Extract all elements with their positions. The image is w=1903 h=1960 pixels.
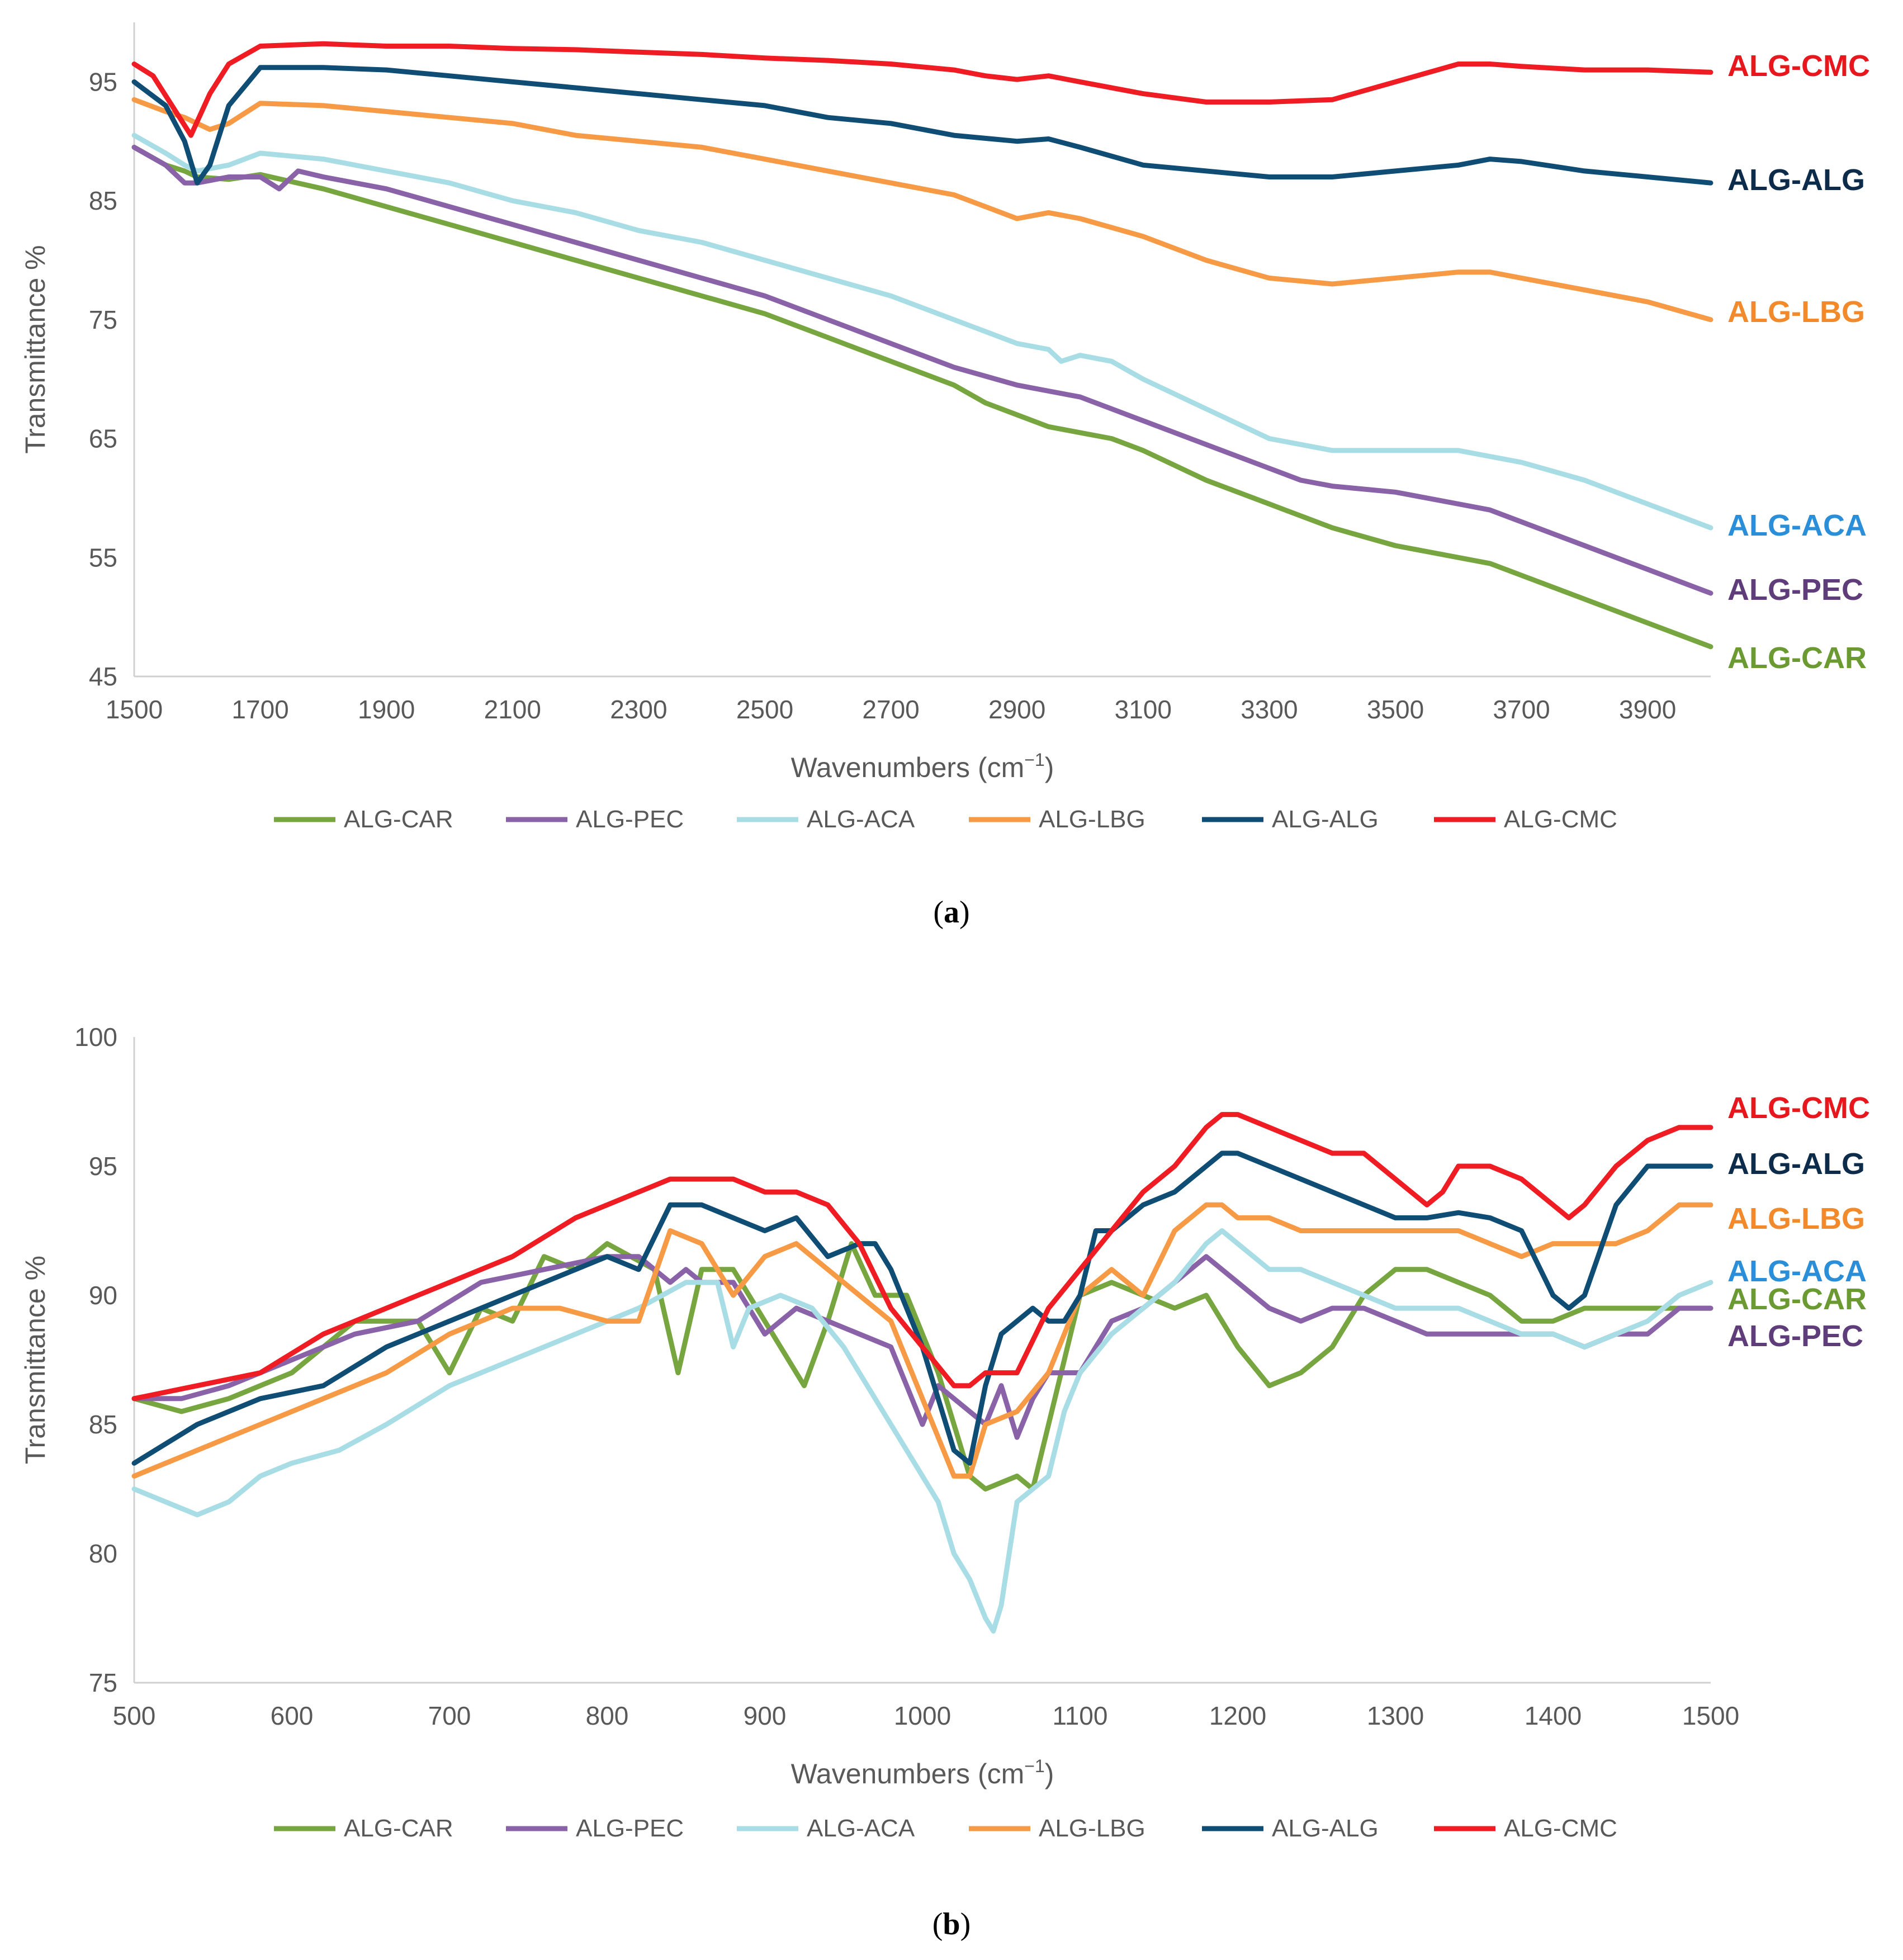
y-tick-label: 95 (89, 67, 117, 96)
series-line-alg-car (131, 1241, 1713, 1492)
x-tick-label: 3700 (1493, 695, 1550, 724)
legend-label-alg-cmc: ALG-CMC (1504, 806, 1617, 833)
x-tick-label: 2500 (736, 695, 793, 724)
series-line-alg-pec (131, 144, 1713, 596)
end-label-alg-pec: ALG-PEC (1727, 1319, 1863, 1353)
legend-label-alg-aca: ALG-ACA (807, 806, 915, 833)
x-tick-label: 600 (271, 1701, 314, 1730)
x-tick-label: 1400 (1525, 1701, 1582, 1730)
y-tick-label: 45 (89, 662, 117, 691)
series-line-alg-cmc (131, 41, 1713, 138)
y-tick-label: 55 (89, 543, 117, 572)
x-tick-label: 1000 (894, 1701, 951, 1730)
legend-label-alg-aca: ALG-ACA (807, 1815, 915, 1842)
x-tick-label: 3100 (1115, 695, 1172, 724)
end-label-alg-lbg: ALG-LBG (1727, 295, 1865, 329)
y-tick-label: 85 (89, 186, 117, 215)
x-tick-label: 500 (113, 1701, 156, 1730)
x-tick-label: 3500 (1367, 695, 1424, 724)
x-axis-title: Wavenumbers (cm−1) (791, 750, 1054, 783)
x-tick-label: 1900 (358, 695, 415, 724)
end-label-alg-aca: ALG-ACA (1727, 509, 1867, 542)
y-tick-label: 95 (89, 1152, 117, 1181)
y-axis-title: Transmittance % (20, 245, 51, 453)
series-line-alg-lbg (131, 1202, 1713, 1479)
legend-label-alg-car: ALG-CAR (344, 806, 453, 833)
x-tick-label: 800 (586, 1701, 629, 1730)
series-line-alg-alg (131, 65, 1713, 186)
y-axis-title: Transmittance % (20, 1256, 51, 1464)
figure-panel-a: 45 55 65 75 85 95 1500 1700 1900 2100 2300 2500 2700… (0, 0, 1903, 950)
x-tick-label: 1500 (1682, 1701, 1739, 1730)
x-tick-label: 900 (744, 1701, 787, 1730)
x-tick-label: 2100 (484, 695, 541, 724)
x-tick-label: 1700 (231, 695, 288, 724)
legend-label-alg-cmc: ALG-CMC (1504, 1815, 1617, 1842)
end-label-alg-alg: ALG-ALG (1727, 1147, 1865, 1181)
legend-label-alg-alg: ALG-ALG (1272, 1815, 1379, 1842)
end-label-alg-aca: ALG-ACA (1727, 1254, 1867, 1288)
y-tick-label: 85 (89, 1410, 117, 1439)
legend-label-alg-pec: ALG-PEC (576, 806, 684, 833)
panel-label: (b) (932, 1907, 971, 1942)
x-tick-label: 700 (428, 1701, 471, 1730)
ftir-chart-b: 75 80 85 90 95 100 500 600 700 800 900 1000 1100 1200… (20, 1022, 1870, 1942)
x-tick-label: 1500 (106, 695, 163, 724)
end-label-alg-pec: ALG-PEC (1727, 573, 1863, 607)
x-tick-label: 2300 (610, 695, 667, 724)
figure-panel-b: 75 80 85 90 95 100 500 600 700 800 900 1000 1100 1200… (0, 995, 1903, 1960)
panel-label: (a) (933, 895, 969, 930)
series-line-alg-alg (131, 1151, 1713, 1466)
x-tick-label: 2900 (988, 695, 1045, 724)
end-label-alg-cmc: ALG-CMC (1727, 1091, 1870, 1125)
x-axis-title: Wavenumbers (cm−1) (791, 1756, 1054, 1789)
x-tick-label: 1100 (1053, 1701, 1108, 1730)
x-tick-label: 1300 (1367, 1701, 1424, 1730)
end-label-alg-cmc: ALG-CMC (1727, 49, 1870, 83)
series-line-alg-aca (131, 1228, 1713, 1634)
end-label-alg-lbg: ALG-LBG (1727, 1202, 1865, 1235)
y-tick-label: 65 (89, 424, 117, 453)
series-line-alg-cmc (131, 1112, 1713, 1402)
series-line-alg-aca (131, 132, 1713, 531)
y-tick-label: 100 (74, 1022, 117, 1052)
end-label-alg-alg: ALG-ALG (1727, 163, 1865, 197)
series-line-alg-car (131, 144, 1713, 650)
series-line-alg-lbg (131, 97, 1713, 323)
legend-label-alg-alg: ALG-ALG (1272, 806, 1379, 833)
y-tick-label: 90 (89, 1281, 117, 1310)
y-tick-label: 75 (89, 305, 117, 334)
legend-label-alg-car: ALG-CAR (344, 1815, 453, 1842)
x-tick-label: 3900 (1619, 695, 1676, 724)
x-tick-label: 3300 (1241, 695, 1298, 724)
end-label-alg-car: ALG-CAR (1727, 1282, 1867, 1316)
legend-label-alg-pec: ALG-PEC (576, 1815, 684, 1842)
end-label-alg-car: ALG-CAR (1727, 641, 1867, 675)
y-tick-label: 80 (89, 1539, 117, 1568)
x-tick-label: 2700 (862, 695, 919, 724)
ftir-chart-a: 45 55 65 75 85 95 1500 1700 1900 2100 2300 2500 2700… (20, 22, 1870, 930)
legend-label-alg-lbg: ALG-LBG (1039, 1815, 1145, 1842)
y-tick-label: 75 (89, 1668, 117, 1697)
legend-label-alg-lbg: ALG-LBG (1039, 806, 1145, 833)
x-tick-label: 1200 (1209, 1701, 1266, 1730)
